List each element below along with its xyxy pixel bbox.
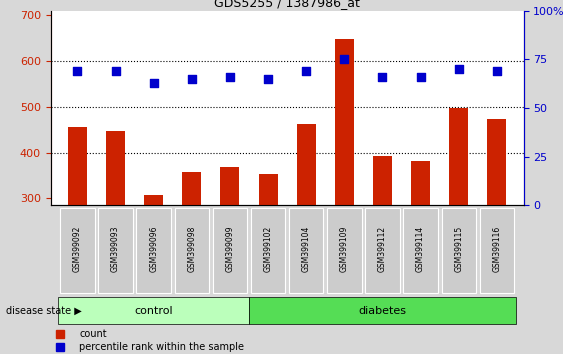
Point (73, 68, 82, 74)
Bar (373, 156, 392, 205)
FancyBboxPatch shape (251, 207, 285, 293)
Text: count: count (79, 329, 106, 339)
Bar (258, 174, 278, 205)
Text: GSM399104: GSM399104 (302, 225, 311, 272)
FancyBboxPatch shape (249, 297, 516, 324)
Bar (411, 161, 430, 205)
Text: diabetes: diabetes (359, 306, 406, 316)
Text: percentile rank within the sample: percentile rank within the sample (79, 342, 244, 352)
Point (187, 76, 196, 81)
Bar (297, 124, 316, 205)
FancyBboxPatch shape (404, 207, 438, 293)
Text: GSM399099: GSM399099 (225, 225, 234, 272)
FancyBboxPatch shape (99, 207, 133, 293)
Bar (449, 108, 468, 205)
Text: GSM399114: GSM399114 (416, 225, 425, 272)
Bar (220, 167, 239, 205)
Point (340, 56, 349, 62)
FancyBboxPatch shape (136, 207, 171, 293)
Point (111, 68, 120, 74)
Text: GSM399096: GSM399096 (149, 225, 158, 272)
Bar (182, 172, 202, 205)
Point (302, 68, 311, 74)
Point (225, 74, 234, 80)
Point (149, 80, 158, 85)
Text: GSM399098: GSM399098 (187, 225, 196, 272)
FancyBboxPatch shape (327, 207, 361, 293)
Text: GSM399093: GSM399093 (111, 225, 120, 272)
FancyBboxPatch shape (480, 207, 514, 293)
Bar (488, 119, 507, 205)
Text: disease state ▶: disease state ▶ (6, 306, 82, 316)
Text: GSM399112: GSM399112 (378, 225, 387, 272)
Title: GDS5255 / 1387986_at: GDS5255 / 1387986_at (214, 0, 360, 10)
FancyBboxPatch shape (213, 207, 247, 293)
Bar (106, 131, 125, 205)
FancyBboxPatch shape (441, 207, 476, 293)
Point (378, 74, 387, 80)
Point (416, 74, 425, 80)
Bar (144, 195, 163, 205)
Text: GSM399116: GSM399116 (493, 225, 502, 272)
FancyBboxPatch shape (365, 207, 400, 293)
Point (454, 66, 463, 72)
Text: GSM399102: GSM399102 (263, 225, 272, 272)
Text: GSM399092: GSM399092 (73, 225, 82, 272)
Bar (68, 127, 87, 205)
FancyBboxPatch shape (60, 207, 95, 293)
FancyBboxPatch shape (289, 207, 323, 293)
FancyBboxPatch shape (59, 297, 249, 324)
Text: GSM399115: GSM399115 (454, 225, 463, 272)
FancyBboxPatch shape (175, 207, 209, 293)
Text: control: control (135, 306, 173, 316)
Point (263, 76, 272, 81)
Text: GSM399109: GSM399109 (340, 225, 349, 272)
Bar (335, 39, 354, 205)
Point (493, 68, 502, 74)
